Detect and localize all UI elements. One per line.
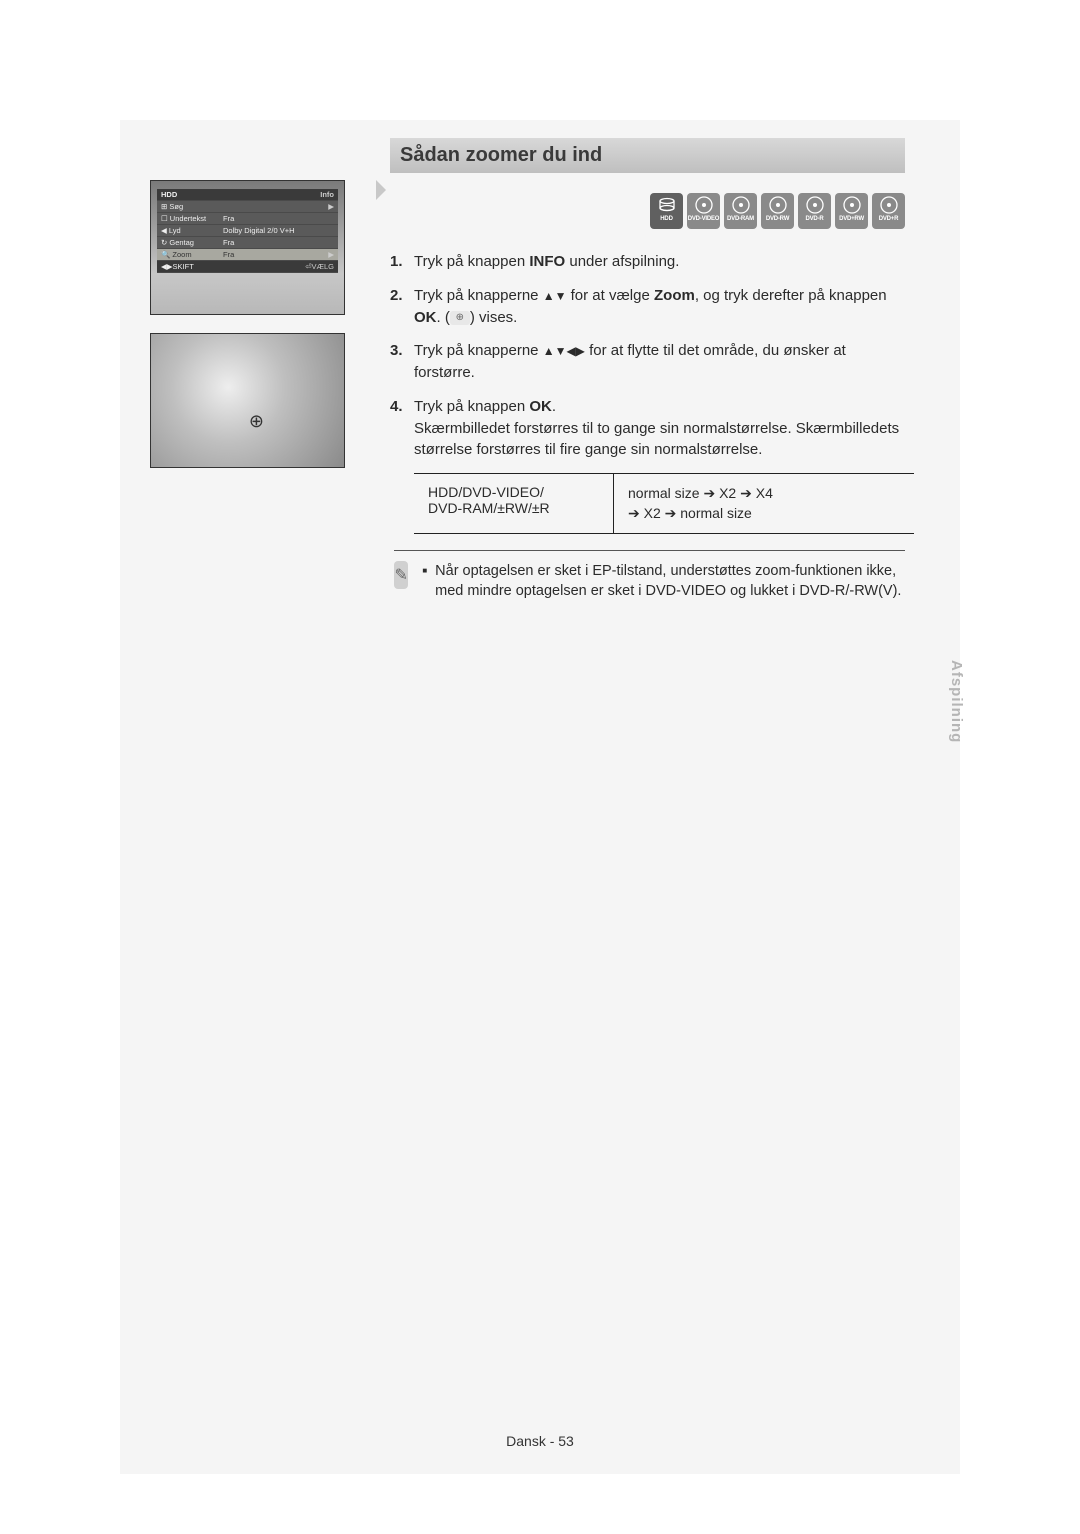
osd-screenshot-2: ⊕ bbox=[150, 333, 345, 468]
osd-screenshot-1: HDD Info ⊞ Søg▶☐ UndertekstFra◀ LydDolby… bbox=[150, 180, 345, 315]
right-column: Sådan zoomer du ind HDDDVD-VIDEODVD-RAMD… bbox=[390, 138, 905, 602]
manual-page: HDD Info ⊞ Søg▶☐ UndertekstFra◀ LydDolby… bbox=[120, 120, 960, 1474]
side-tab: Afspilning bbox=[948, 660, 965, 743]
osd-foot-left: ◀▶SKIFT bbox=[161, 262, 223, 271]
zoom-cursor-icon: ⊕ bbox=[249, 411, 264, 432]
section-heading: Sådan zoomer du ind bbox=[390, 138, 905, 173]
zoom-table-sequence: normal size ➔ X2 ➔ X4 ➔ X2 ➔ normal size bbox=[614, 474, 914, 533]
osd-row: ↻ GentagFra bbox=[157, 237, 338, 249]
step-2: 2. Tryk på knapperne ▲▼ for at vælge Zoo… bbox=[390, 285, 905, 329]
step-4: 4. Tryk på knappen OK. Skærmbilledet for… bbox=[390, 396, 905, 461]
osd-row: ◀ LydDolby Digital 2/0 V+H bbox=[157, 225, 338, 237]
disc-type-row: HDDDVD-VIDEODVD-RAMDVD-RWDVD-RDVD+RWDVD+… bbox=[390, 193, 905, 229]
osd-row: 🔍 ZoomFra▶ bbox=[157, 249, 338, 261]
osd-row: ☐ UndertekstFra bbox=[157, 213, 338, 225]
steps-list: 1. Tryk på knappen INFO under afspilning… bbox=[390, 251, 905, 461]
note-block: ✎ ■ Når optagelsen er sket i EP-tilstand… bbox=[394, 550, 905, 602]
osd-title-right: Info bbox=[316, 190, 334, 199]
note-text: Når optagelsen er sket i EP-tilstand, un… bbox=[435, 561, 905, 602]
osd-menu: HDD Info ⊞ Søg▶☐ UndertekstFra◀ LydDolby… bbox=[157, 189, 338, 273]
zoom-table-media: HDD/DVD-VIDEO/DVD-RAM/±RW/±R bbox=[414, 474, 614, 533]
osd-foot-right: ⏎VÆLG bbox=[294, 262, 334, 271]
disc-badge-hdd: HDD bbox=[650, 193, 683, 229]
note-bullet: ■ bbox=[422, 565, 427, 602]
disc-badge-dvd-video: DVD-VIDEO bbox=[687, 193, 720, 229]
left-column: HDD Info ⊞ Søg▶☐ UndertekstFra◀ LydDolby… bbox=[150, 180, 355, 468]
disc-badge-dvd-r: DVD-R bbox=[798, 193, 831, 229]
step-1: 1. Tryk på knappen INFO under afspilning… bbox=[390, 251, 905, 273]
zoom-inline-icon: ⊕ bbox=[450, 311, 470, 325]
zoom-table: HDD/DVD-VIDEO/DVD-RAM/±RW/±R normal size… bbox=[414, 473, 914, 534]
disc-badge-dvd-ram: DVD-RAM bbox=[724, 193, 757, 229]
osd-row: ⊞ Søg▶ bbox=[157, 201, 338, 213]
pointer-triangle bbox=[376, 180, 386, 200]
disc-badge-dvd-rw: DVD-RW bbox=[761, 193, 794, 229]
note-icon: ✎ bbox=[394, 561, 408, 589]
step-3: 3. Tryk på knapperne ▲▼◀▶ for at flytte … bbox=[390, 340, 905, 384]
osd-title-left: HDD bbox=[161, 190, 223, 199]
page-footer: Dansk - 53 bbox=[120, 1433, 960, 1449]
disc-badge-dvd+rw: DVD+RW bbox=[835, 193, 868, 229]
disc-badge-dvd+r: DVD+R bbox=[872, 193, 905, 229]
